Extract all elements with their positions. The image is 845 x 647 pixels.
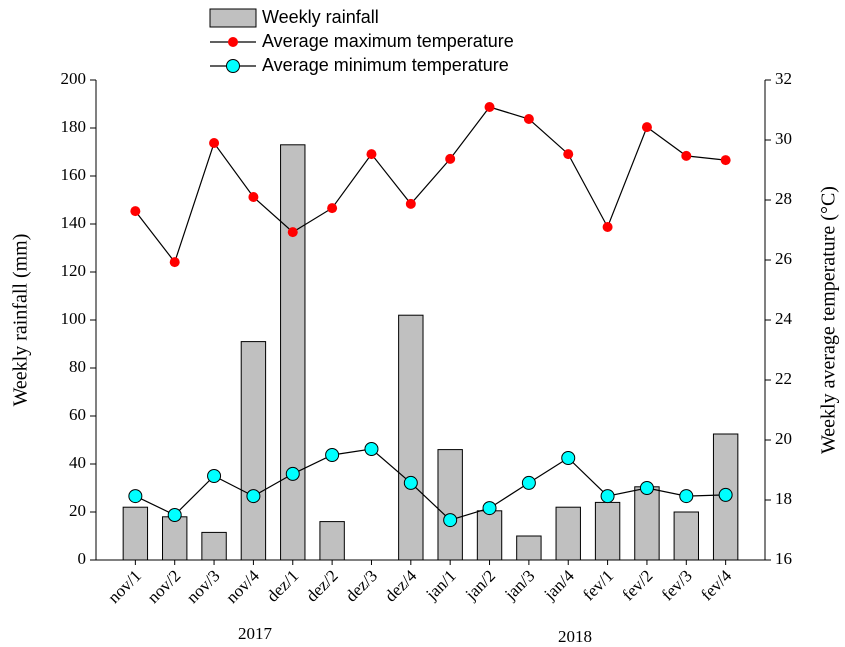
bar xyxy=(398,314,424,561)
x-tick-label: fev/4 xyxy=(697,566,735,604)
bar xyxy=(516,535,542,561)
y2-tick-label: 20 xyxy=(775,429,792,448)
point xyxy=(484,102,495,112)
point xyxy=(681,150,692,161)
x-tick-label: nov/1 xyxy=(104,566,145,607)
y-tick-label: 200 xyxy=(61,69,87,88)
x-tick-label: nov/3 xyxy=(183,566,224,607)
y-tick-label: 180 xyxy=(61,117,87,136)
point xyxy=(720,155,731,166)
y-tick-label: 120 xyxy=(61,261,87,280)
point xyxy=(443,513,458,528)
bar xyxy=(634,486,660,561)
point xyxy=(287,227,298,238)
point xyxy=(602,222,613,232)
point xyxy=(523,114,534,124)
y2-tick-label: 26 xyxy=(775,249,792,268)
point xyxy=(641,122,652,133)
point xyxy=(563,149,574,160)
x-tick-label: fev/1 xyxy=(579,566,617,604)
y2-tick-label: 16 xyxy=(775,549,792,568)
bar xyxy=(437,449,463,561)
point xyxy=(445,153,456,164)
y2-tick-label: 24 xyxy=(775,309,793,328)
y-tick-label: 140 xyxy=(61,213,87,232)
bar xyxy=(162,516,188,561)
y-tick-label: 160 xyxy=(61,165,87,184)
y-tick-label: 100 xyxy=(61,309,87,328)
y2-tick-label: 18 xyxy=(775,489,792,508)
bar xyxy=(122,506,149,561)
x-tick-label: fev/3 xyxy=(658,566,696,604)
bar xyxy=(240,341,267,561)
point xyxy=(327,203,338,214)
x-tick-label: jan/2 xyxy=(461,566,499,604)
y-axis-label: Weekly rainfall (mm) xyxy=(10,234,32,407)
year-label: 2017 xyxy=(238,624,273,643)
legend-label: Weekly rainfall xyxy=(262,7,379,27)
point xyxy=(403,475,418,490)
y-tick-label: 60 xyxy=(69,405,86,424)
point xyxy=(521,475,536,490)
point xyxy=(364,442,379,456)
point xyxy=(285,466,300,481)
x-tick-label: fev/2 xyxy=(618,566,656,604)
bar xyxy=(673,511,699,561)
bar xyxy=(476,510,503,561)
y2-tick-label: 30 xyxy=(775,129,792,148)
y-tick-label: 0 xyxy=(78,549,87,568)
x-tick-label: dez/3 xyxy=(342,566,381,605)
point xyxy=(600,489,615,504)
line xyxy=(135,448,726,521)
point xyxy=(718,487,733,502)
point xyxy=(639,481,654,495)
year-label: 2018 xyxy=(558,627,592,646)
point xyxy=(246,489,261,504)
point xyxy=(130,206,141,217)
legend-swatch xyxy=(226,59,240,73)
y-tick-label: 40 xyxy=(69,453,86,472)
bar xyxy=(201,531,227,561)
x-tick-label: dez/2 xyxy=(302,566,341,605)
x-tick-label: jan/4 xyxy=(540,566,579,605)
bar xyxy=(555,506,581,561)
y2-tick-label: 28 xyxy=(775,189,792,208)
bar xyxy=(594,501,621,561)
point xyxy=(169,257,180,268)
line xyxy=(134,106,726,264)
y2-tick-label: 32 xyxy=(775,69,792,88)
point xyxy=(366,149,377,160)
x-tick-label: nov/4 xyxy=(222,566,263,607)
x-tick-label: jan/3 xyxy=(500,566,538,604)
point xyxy=(128,489,143,504)
legend-label: Average minimum temperature xyxy=(262,55,509,75)
bar xyxy=(319,521,345,561)
point xyxy=(248,192,259,202)
x-tick-label: dez/1 xyxy=(263,566,302,605)
x-tick-label: dez/4 xyxy=(381,566,421,606)
point xyxy=(209,138,220,148)
point xyxy=(207,469,222,483)
y-tick-label: 80 xyxy=(69,357,86,376)
y2-axis-label: Weekly average temperature (°C) xyxy=(818,186,840,454)
y-tick-label: 20 xyxy=(69,501,86,520)
legend-label: Average maximum temperature xyxy=(262,31,514,51)
point xyxy=(482,501,497,516)
x-tick-label: nov/2 xyxy=(143,566,184,607)
point xyxy=(405,198,416,209)
point xyxy=(325,448,340,462)
legend-swatch xyxy=(209,8,257,28)
legend-swatch xyxy=(228,37,238,47)
bar xyxy=(280,144,306,561)
point xyxy=(167,508,182,522)
y2-tick-label: 22 xyxy=(775,369,792,388)
point xyxy=(561,451,576,465)
point xyxy=(679,489,694,504)
x-tick-label: jan/1 xyxy=(422,566,460,604)
